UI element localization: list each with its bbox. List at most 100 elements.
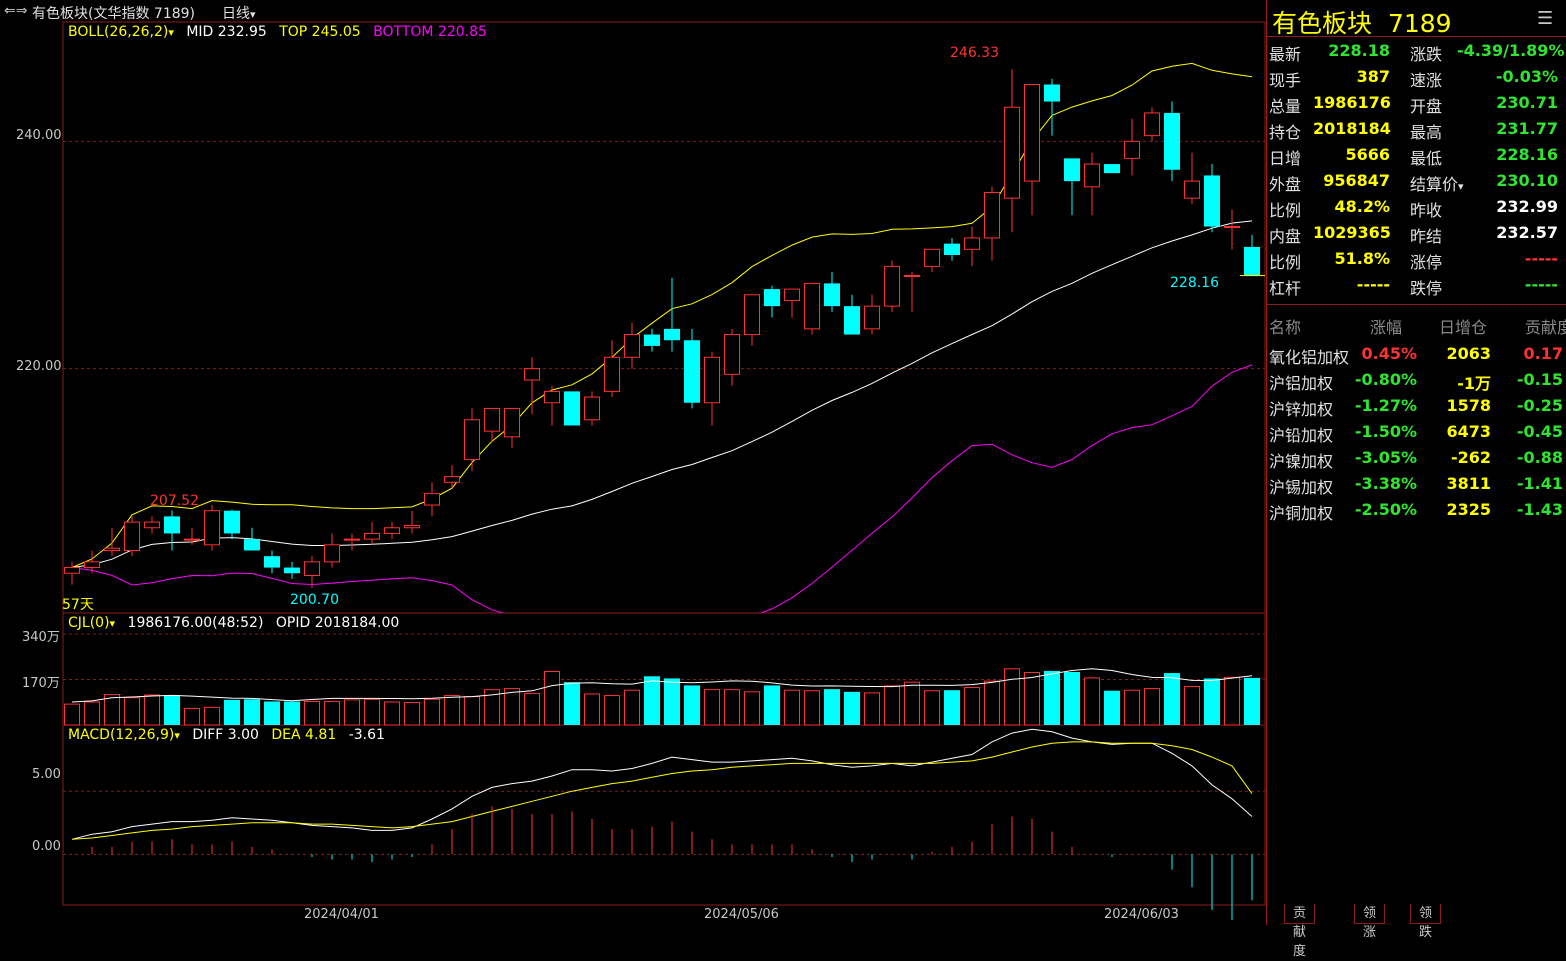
volume-bar <box>144 694 160 726</box>
macd-dea: DEA 4.81 <box>271 727 337 743</box>
candle-body <box>444 476 460 483</box>
chevron-down-icon[interactable]: ▾ <box>168 26 174 39</box>
quote-value: 230.10 <box>1496 171 1558 190</box>
candle-body <box>364 532 380 540</box>
candle-body <box>1104 164 1120 174</box>
volume-bar <box>644 676 660 725</box>
price-tick: 240.00 <box>16 128 62 143</box>
back-arrows-icon[interactable]: ⇐⇒ <box>4 3 28 19</box>
quote-label: 速涨 <box>1410 71 1443 90</box>
candle-body <box>284 567 300 574</box>
tab-top-gainers[interactable]: 领涨 <box>1354 904 1386 940</box>
period-selector[interactable]: 日线▾ <box>222 6 256 22</box>
chevron-down-icon[interactable]: ▾ <box>174 729 180 742</box>
candle-body <box>964 237 980 250</box>
contribution-name: 沪锌加权 <box>1269 400 1334 419</box>
volume-bar <box>64 703 80 726</box>
chevron-down-icon[interactable]: ▾ <box>109 617 116 630</box>
volume-bar <box>984 680 1000 726</box>
quote-label: 开盘 <box>1410 97 1443 116</box>
candle-body <box>84 561 100 569</box>
quote-value: ----- <box>1524 275 1558 294</box>
tab-contribution[interactable]: 贡献度 <box>1284 904 1316 959</box>
contribution-value: -1.43 <box>1516 500 1563 519</box>
contribution-change: -1.50% <box>1354 422 1417 441</box>
volume-bar <box>824 689 840 725</box>
contribution-header[interactable]: 涨幅 <box>1370 318 1403 337</box>
candle-body <box>984 191 1000 239</box>
contribution-increase: 1578 <box>1446 396 1491 415</box>
volume-bar <box>1084 677 1100 726</box>
volume-tick: 170万 <box>22 676 60 691</box>
kline-chart[interactable] <box>0 0 1266 925</box>
volume-bar <box>224 699 240 725</box>
contribution-header[interactable]: 贡献度 <box>1525 318 1566 337</box>
macd-tick: 0.00 <box>32 839 61 854</box>
volume-bar <box>204 706 220 726</box>
boll-upper-line <box>71 62 1253 568</box>
volume-bar <box>664 678 680 725</box>
boll-label[interactable]: BOLL(26,26,2) <box>68 24 169 40</box>
contribution-change: -0.80% <box>1354 370 1417 389</box>
top-bar: ⇐⇒ 有色板块(文华指数 7189) 日线▾ <box>0 0 1266 22</box>
contribution-value: -1.41 <box>1516 474 1563 493</box>
volume-bar <box>504 688 520 726</box>
quote-value: 5666 <box>1345 145 1390 164</box>
quote-value: 48.2% <box>1334 197 1390 216</box>
tab-top-losers[interactable]: 领跌 <box>1410 904 1442 940</box>
volume-label[interactable]: CJL(0) <box>68 615 110 631</box>
candle-body <box>524 368 540 381</box>
quote-label: 最低 <box>1410 149 1443 168</box>
instrument-code: 7189 <box>1387 9 1452 38</box>
volume-bar <box>1204 678 1220 725</box>
volume-bar <box>1064 672 1080 725</box>
macd-diff-line <box>71 728 1253 840</box>
volume-bar <box>84 701 100 726</box>
quote-panel: 有色板块 7189 ☰ 最新 228.18 涨跌 -4.39/1.89% 现手 3… <box>1266 0 1566 925</box>
volume-bar <box>1004 668 1020 726</box>
volume-bar <box>744 691 760 726</box>
candle-body <box>1184 180 1200 199</box>
volume-legend: CJL(0)▾ 1986176.00(48:52) OPID 2018184.0… <box>68 615 399 631</box>
chevron-down-icon[interactable]: ▾ <box>1458 180 1464 193</box>
volume-bar <box>444 695 460 726</box>
candle-body <box>624 334 640 358</box>
contribution-increase: -1万 <box>1457 374 1491 393</box>
volume-bar <box>464 696 480 726</box>
volume-bar <box>864 692 880 726</box>
date-label: 2024/06/03 <box>1104 907 1179 922</box>
volume-bar <box>844 691 860 725</box>
quote-label: 内盘 <box>1269 227 1302 246</box>
candle-body <box>164 516 180 534</box>
volume-bar <box>564 682 580 725</box>
divider <box>1267 304 1566 305</box>
candle-body <box>584 396 600 421</box>
contribution-header[interactable]: 名称 <box>1269 318 1302 337</box>
instrument-name: 有色板块 <box>1272 9 1373 38</box>
list-menu-icon[interactable]: ☰ <box>1537 8 1554 29</box>
quote-label[interactable]: 结算价▾ <box>1410 175 1464 194</box>
candle-body <box>224 510 240 534</box>
candle-body <box>924 248 940 267</box>
contribution-header[interactable]: 日增仓 <box>1439 318 1488 337</box>
quote-label: 最高 <box>1410 123 1443 142</box>
candle-body <box>1044 84 1060 102</box>
volume-opid: OPID 2018184.00 <box>275 615 400 631</box>
contribution-change: 0.45% <box>1361 344 1417 363</box>
quote-value: 956847 <box>1323 171 1390 190</box>
contribution-change: -3.05% <box>1354 448 1417 467</box>
candle-body <box>844 306 860 335</box>
contribution-change: -3.38% <box>1354 474 1417 493</box>
volume-bar <box>1224 676 1240 726</box>
candle-body <box>684 340 700 403</box>
contribution-name: 沪镍加权 <box>1269 452 1334 471</box>
volume-bar <box>304 700 320 726</box>
volume-bar <box>404 702 420 726</box>
candle-body <box>1064 158 1080 182</box>
macd-legend: MACD(12,26,9)▾ DIFF 3.00 DEA 4.81 -3.61 <box>68 727 385 743</box>
candle-body <box>1164 112 1180 170</box>
quote-value: ----- <box>1356 275 1390 294</box>
candle-body <box>744 294 760 336</box>
candle-body <box>344 538 360 541</box>
macd-label[interactable]: MACD(12,26,9) <box>68 727 175 743</box>
